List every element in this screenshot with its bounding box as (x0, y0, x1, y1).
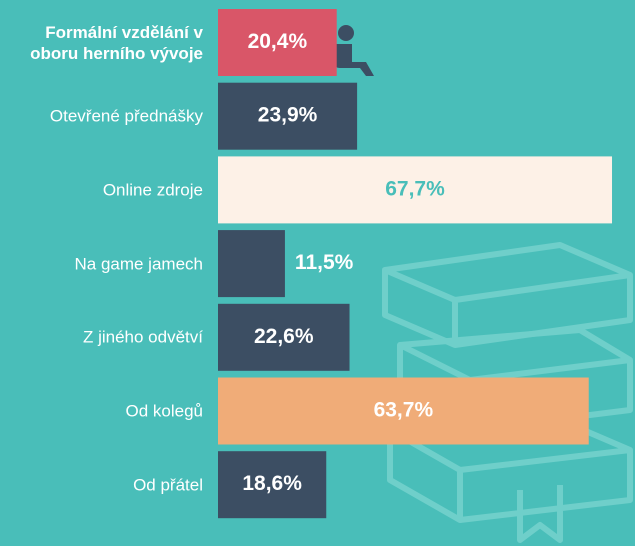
bar (218, 82, 358, 150)
category-label: Na game jamech (74, 254, 203, 274)
bar (218, 156, 613, 224)
category-label: Online zdroje (102, 180, 203, 200)
bar (218, 303, 350, 371)
bar (218, 451, 327, 519)
person-icon (334, 25, 374, 76)
value-label: 67,7% (385, 177, 445, 200)
value-label: 18,6% (242, 472, 302, 495)
category-label: Otevřené přednášky (49, 106, 203, 126)
value-label: 11,5% (295, 251, 354, 274)
bar (218, 230, 285, 298)
value-label: 23,9% (258, 104, 318, 127)
category-label: Od přátel (133, 475, 203, 495)
category-label: Od kolegů (125, 401, 204, 421)
category-label: Formální vzdělání v oboru herního vývoje (30, 22, 203, 63)
bar (218, 9, 337, 76)
value-label: 22,6% (254, 325, 314, 348)
category-label: Z jiného odvětví (82, 327, 203, 347)
bar (218, 377, 589, 445)
value-label: 20,4% (248, 30, 308, 53)
value-label: 63,7% (374, 399, 434, 422)
